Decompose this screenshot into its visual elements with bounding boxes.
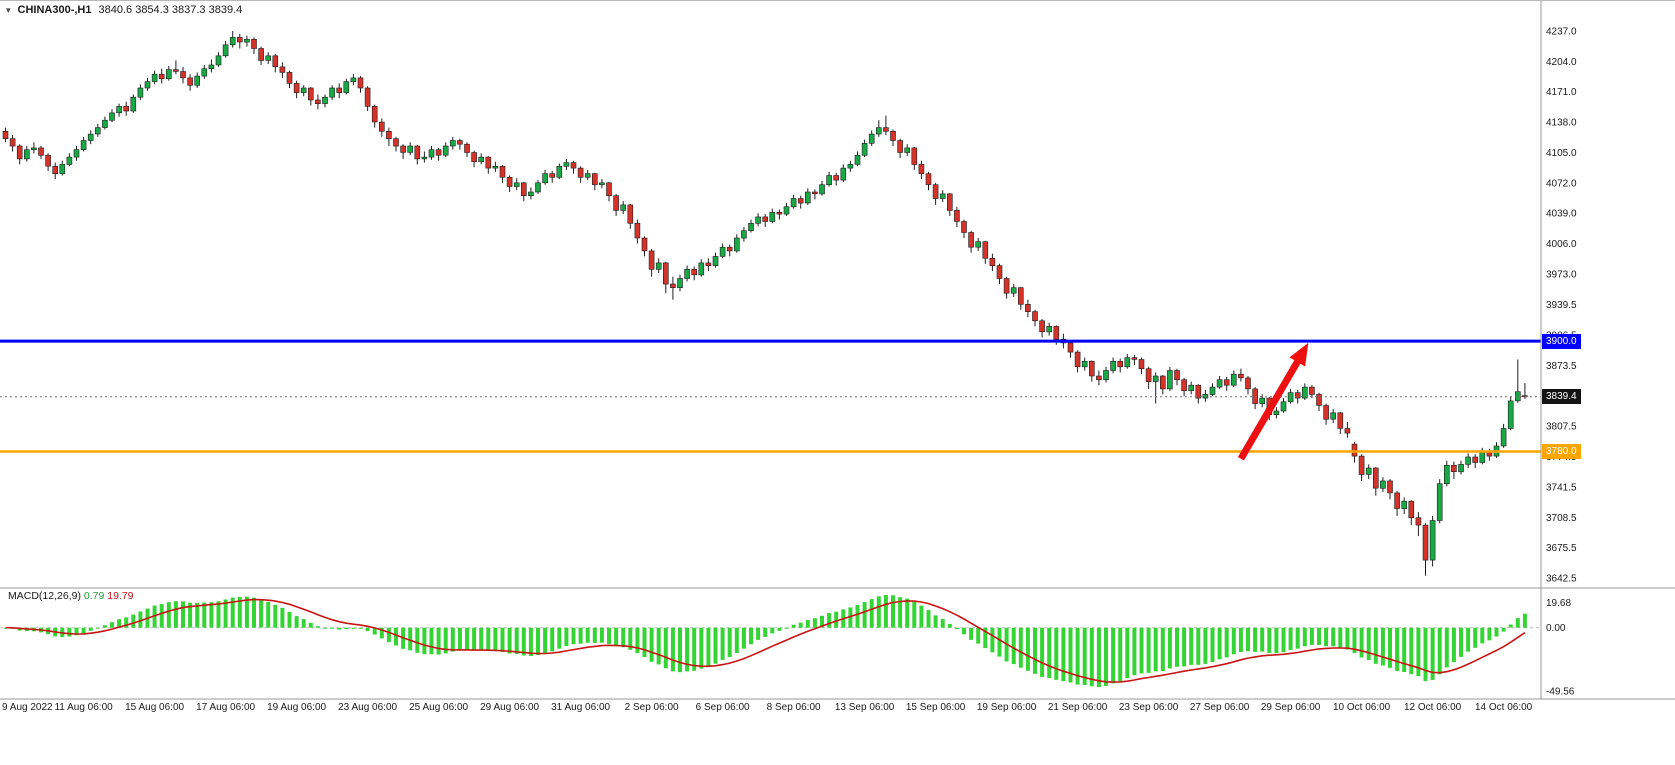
chart-title: ▾ CHINA300-,H1 3840.6 3854.3 3837.3 3839… xyxy=(6,4,242,16)
macd-axis: 19.68 0.00 -49.56 xyxy=(1546,598,1575,698)
time-label: 12 Oct 06:00 xyxy=(1403,702,1462,713)
time-label: 17 Aug 06:00 xyxy=(196,702,256,713)
candles-layer xyxy=(2,31,1528,576)
time-label: 6 Sep 06:00 xyxy=(695,702,750,713)
panel-separators xyxy=(0,1,1675,700)
price-axis[interactable]: 4237.0 4204.0 4171.0 4138.0 4105.0 4072.0 4039… xyxy=(1546,27,1577,585)
price-tick: 4237.0 xyxy=(1546,27,1577,38)
price-tick: 3675.5 xyxy=(1546,543,1577,554)
macd-indicator-label: MACD(12,26,9) 0.79 19.79 xyxy=(8,590,134,602)
macd-signal-line xyxy=(5,598,1526,683)
ohlc-values: 3840.6 3854.3 3837.3 3839.4 xyxy=(98,4,243,16)
macd-main-value: 0.79 xyxy=(83,590,105,602)
time-label: 15 Aug 06:00 xyxy=(125,702,185,713)
symbol-dropdown-icon[interactable]: ▾ xyxy=(6,5,11,15)
resistance-price-badge: 3900.0 xyxy=(1542,333,1581,349)
trend-arrow[interactable] xyxy=(1237,342,1309,461)
time-label: 11 Aug 06:00 xyxy=(54,702,113,713)
time-label: 29 Sep 06:00 xyxy=(1260,702,1321,713)
price-tick: 4072.0 xyxy=(1546,178,1577,189)
macd-tick: 0.00 xyxy=(1546,623,1566,634)
price-tick: 3973.0 xyxy=(1546,269,1577,280)
time-label: 23 Aug 06:00 xyxy=(338,702,398,713)
time-label: 9 Aug 2022 xyxy=(2,702,53,713)
time-label: 27 Sep 06:00 xyxy=(1189,702,1250,713)
price-tick: 3708.5 xyxy=(1546,513,1577,524)
price-tick: 4105.0 xyxy=(1546,148,1577,159)
macd-tick: 19.68 xyxy=(1546,598,1571,609)
time-label: 23 Sep 06:00 xyxy=(1118,702,1179,713)
time-label: 19 Aug 06:00 xyxy=(267,702,327,713)
symbol-timeframe: CHINA300-,H1 xyxy=(17,4,92,16)
price-tick: 3873.5 xyxy=(1546,361,1577,372)
price-tick: 4039.0 xyxy=(1546,209,1577,220)
time-label: 31 Aug 06:00 xyxy=(551,702,611,713)
time-label: 14 Oct 06:00 xyxy=(1474,702,1533,713)
price-tick: 4204.0 xyxy=(1546,57,1577,68)
price-tick: 3807.5 xyxy=(1546,422,1577,433)
time-axis[interactable]: 9 Aug 2022 11 Aug 06:00 15 Aug 06:00 17 Aug… xyxy=(0,702,1675,718)
price-tick: 4006.0 xyxy=(1546,239,1577,250)
macd-signal-value: 19.79 xyxy=(107,590,134,602)
macd-histogram xyxy=(3,595,1527,687)
support-price-badge: 3780.0 xyxy=(1542,444,1581,459)
price-tick: 3642.5 xyxy=(1546,574,1577,585)
time-label: 13 Sep 06:00 xyxy=(834,702,895,713)
time-label: 10 Oct 06:00 xyxy=(1332,702,1391,713)
time-label: 2 Sep 06:00 xyxy=(624,702,679,713)
price-tick: 3741.5 xyxy=(1546,482,1577,493)
time-label: 25 Aug 06:00 xyxy=(409,702,469,713)
time-label: 8 Sep 06:00 xyxy=(766,702,821,713)
time-label: 21 Sep 06:00 xyxy=(1047,702,1108,713)
last-price-badge: 3839.4 xyxy=(1542,389,1581,405)
price-tick: 4138.0 xyxy=(1546,118,1577,129)
time-label: 19 Sep 06:00 xyxy=(976,702,1037,713)
macd-name: MACD(12,26,9) xyxy=(8,590,81,602)
price-tick: 4171.0 xyxy=(1546,87,1577,98)
time-label: 29 Aug 06:00 xyxy=(480,702,540,713)
macd-tick: -49.56 xyxy=(1546,687,1575,698)
price-tick: 3939.5 xyxy=(1546,300,1577,311)
time-label: 15 Sep 06:00 xyxy=(905,702,966,713)
